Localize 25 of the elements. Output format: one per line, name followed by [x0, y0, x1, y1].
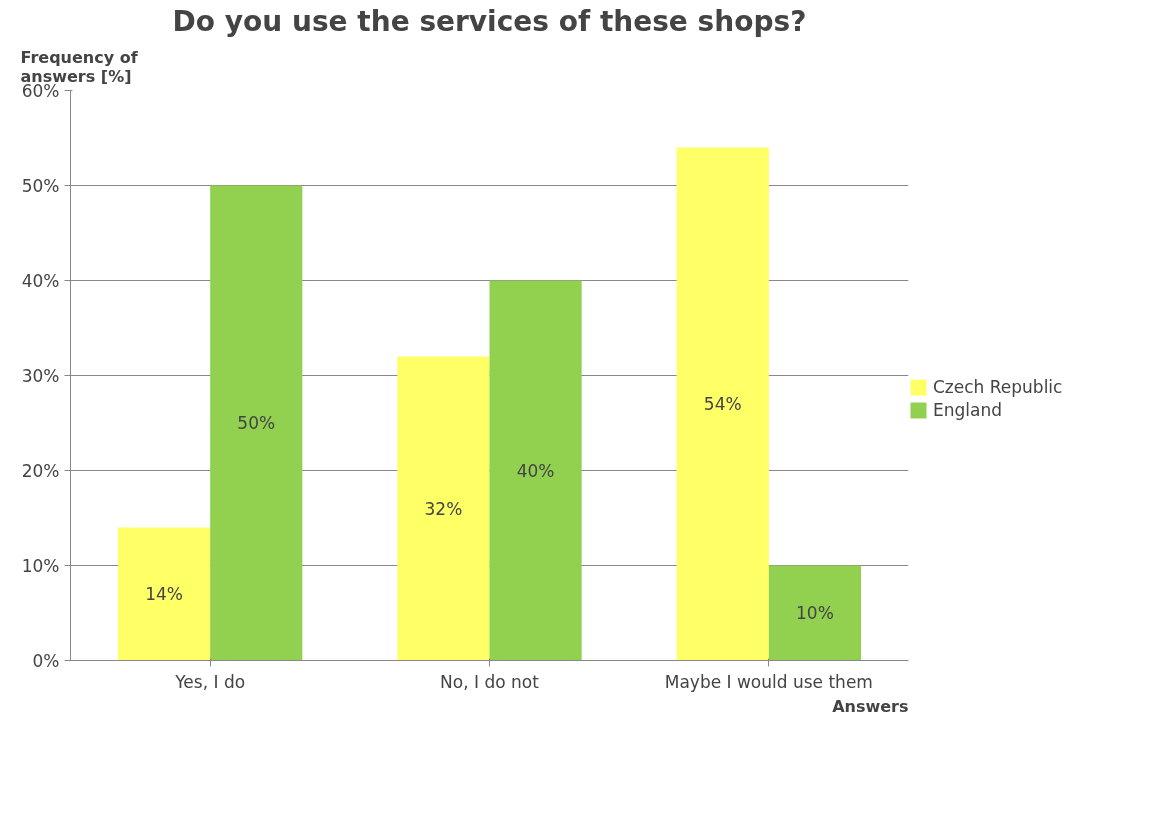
data-label: 50%: [237, 413, 276, 433]
bar: [210, 185, 303, 661]
chart-title: Do you use the services of these shops?: [172, 5, 807, 38]
legend-label: Czech Republic: [933, 377, 1063, 397]
bar: [768, 565, 862, 661]
data-label: 14%: [145, 584, 183, 604]
y-tick-label: 10%: [21, 555, 60, 576]
y-tick-label: 0%: [32, 650, 60, 671]
legend-label: England: [933, 400, 1003, 420]
y-tick-label: 30%: [21, 365, 60, 386]
y-tick-label: 40%: [21, 270, 60, 291]
data-label: 40%: [516, 460, 555, 481]
bar: [397, 356, 490, 661]
data-label: 10%: [796, 603, 834, 623]
y-tick-label: 20%: [21, 460, 60, 481]
bar: [676, 147, 769, 661]
x-tick-label: Yes, I do: [174, 671, 246, 692]
data-label: 54%: [703, 394, 742, 414]
x-tick-label: Maybe I would use them: [664, 671, 873, 692]
bar: [489, 280, 582, 661]
x-tick-label: No, I do not: [440, 671, 540, 692]
bar: [117, 527, 211, 661]
x-axis-title: Answers: [832, 696, 909, 716]
data-label: 32%: [424, 498, 463, 519]
y-tick-label: 50%: [21, 175, 60, 196]
